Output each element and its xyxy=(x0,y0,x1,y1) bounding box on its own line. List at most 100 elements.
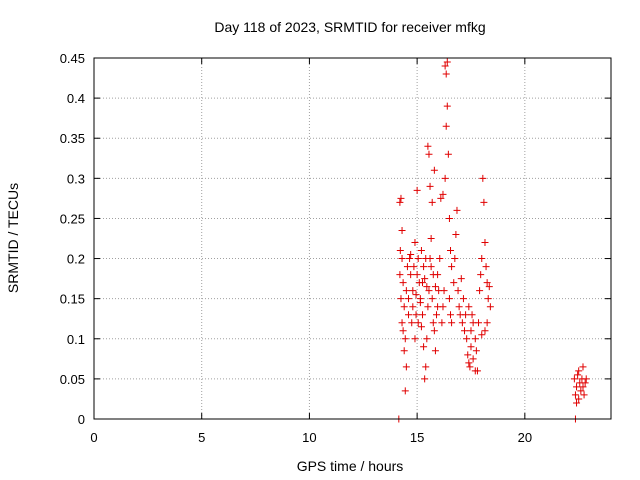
data-point xyxy=(484,295,492,303)
y-tick-label: 0.45 xyxy=(60,51,85,66)
data-point xyxy=(483,279,491,287)
data-point xyxy=(427,235,435,242)
y-tick-label: 0.15 xyxy=(60,292,85,307)
data-point xyxy=(573,383,581,391)
data-point xyxy=(410,263,418,271)
data-point xyxy=(573,399,581,407)
data-point xyxy=(405,295,413,303)
data-point xyxy=(468,311,476,319)
y-tick-label: 0.2 xyxy=(67,252,85,267)
data-point xyxy=(408,319,416,327)
data-point xyxy=(431,283,439,291)
data-point xyxy=(447,247,455,255)
data-point xyxy=(398,255,406,263)
data-point xyxy=(402,363,410,371)
y-tick-label: 0.4 xyxy=(67,91,85,106)
data-point xyxy=(481,239,489,247)
data-point xyxy=(580,391,588,399)
data-point xyxy=(430,166,438,174)
data-point xyxy=(478,255,486,263)
data-point xyxy=(419,311,427,319)
data-point xyxy=(437,194,445,202)
data-point xyxy=(428,198,436,206)
data-point xyxy=(407,251,415,259)
data-point xyxy=(454,287,462,295)
data-point xyxy=(445,295,453,303)
data-point xyxy=(398,226,406,234)
data-point xyxy=(399,327,407,335)
data-point xyxy=(461,327,469,335)
data-point xyxy=(412,291,420,299)
data-point xyxy=(485,283,493,291)
data-point xyxy=(443,102,451,110)
x-tick-label: 20 xyxy=(518,430,532,445)
data-point xyxy=(457,275,465,283)
data-point xyxy=(431,347,439,355)
data-point xyxy=(396,198,404,206)
data-point xyxy=(417,247,425,255)
y-tick-label: 0.1 xyxy=(67,332,85,347)
data-point xyxy=(429,319,437,327)
data-point xyxy=(480,198,488,206)
data-point xyxy=(452,230,460,238)
data-point xyxy=(478,331,486,339)
data-point xyxy=(400,303,408,311)
data-point xyxy=(475,319,483,327)
data-point xyxy=(455,303,463,311)
data-point xyxy=(419,279,427,287)
data-point xyxy=(397,194,405,202)
data-point xyxy=(421,275,429,283)
data-point xyxy=(462,311,470,319)
data-point xyxy=(420,263,428,271)
data-point xyxy=(577,387,585,395)
data-point xyxy=(441,174,449,182)
x-tick-label: 0 xyxy=(90,430,97,445)
data-point xyxy=(450,279,458,287)
data-point xyxy=(582,375,590,383)
data-point xyxy=(447,311,455,319)
data-point xyxy=(425,150,433,158)
data-point xyxy=(445,214,453,222)
grid xyxy=(94,58,611,419)
data-point xyxy=(479,174,487,182)
data-point xyxy=(430,327,438,335)
data-point xyxy=(414,255,422,263)
data-point xyxy=(400,347,408,355)
data-point xyxy=(440,287,448,295)
data-point xyxy=(581,379,589,387)
x-axis-label: GPS time / hours xyxy=(297,458,404,474)
y-axis-label: SRMTID / TECUs xyxy=(5,183,21,293)
data-point xyxy=(469,355,477,363)
x-tick-label: 10 xyxy=(302,430,316,445)
y-tick-label: 0.25 xyxy=(60,211,85,226)
data-point xyxy=(465,303,473,311)
data-point xyxy=(411,239,419,247)
data-point xyxy=(458,319,466,327)
data-point xyxy=(423,283,431,291)
data-point xyxy=(472,347,480,355)
ticks xyxy=(93,57,611,420)
y-tick-label: 0.3 xyxy=(67,171,85,186)
data-point xyxy=(423,335,431,343)
data-point xyxy=(579,363,587,371)
y-tick-label: 0 xyxy=(78,412,85,427)
data-point xyxy=(443,58,451,66)
chart-title: Day 118 of 2023, SRMTID for receiver mfk… xyxy=(214,19,485,35)
tick-labels: 0 5 10 15 20 0 0.05 0.1 0.15 0.2 0.25 0.3 0.35 0.4 0.4… xyxy=(60,51,532,445)
data-point xyxy=(426,182,434,190)
data-point xyxy=(448,319,456,327)
data-point xyxy=(425,287,433,295)
data-point xyxy=(397,295,405,303)
data-point xyxy=(476,287,484,295)
data-point xyxy=(396,247,404,255)
data-point xyxy=(396,271,404,279)
data-point xyxy=(414,319,422,327)
data-point xyxy=(483,319,491,327)
data-point xyxy=(442,70,450,78)
data-point xyxy=(442,122,450,130)
data-point xyxy=(412,311,420,319)
data-points xyxy=(395,58,590,423)
data-point xyxy=(422,363,430,371)
data-point xyxy=(482,263,490,271)
